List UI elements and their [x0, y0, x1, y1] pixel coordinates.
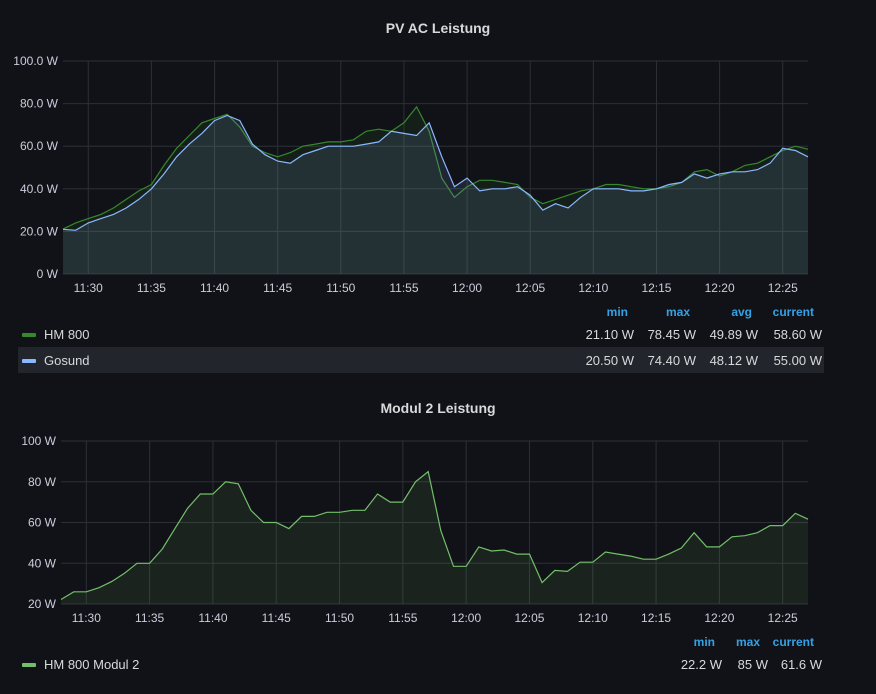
legend-header-current[interactable]: current — [772, 305, 814, 319]
series-color-swatch[interactable] — [22, 333, 36, 337]
x-tick-label: 12:00 — [451, 611, 481, 625]
legend-header-min[interactable]: min — [606, 305, 628, 319]
x-tick-label: 12:25 — [768, 611, 798, 625]
grid — [61, 440, 808, 605]
legend-min-value: 21.10 W — [585, 327, 634, 342]
series-area — [63, 115, 808, 274]
legend-header-current[interactable]: current — [772, 635, 814, 649]
series-line — [62, 114, 809, 231]
y-tick-label: 60.0 W — [20, 139, 59, 153]
x-tick-label: 11:40 — [200, 281, 229, 295]
x-tick-label: 11:55 — [388, 611, 417, 625]
x-tick-label: 11:45 — [262, 611, 291, 625]
legend-min-value: 22.2 W — [680, 657, 722, 672]
legend-row-gosund[interactable]: Gosund 20.50 W 74.40 W 48.12 W 55.00 W — [18, 347, 824, 373]
x-tick-label: 12:05 — [515, 281, 545, 295]
x-tick-label: 12:15 — [641, 281, 671, 295]
x-tick-label: 12:05 — [514, 611, 544, 625]
legend-max-value: 74.40 W — [647, 353, 696, 368]
panel-pv-ac-leistung: PV AC Leistung 0 W 20.0 W 40.0 W 60.0 W 80.0… — [0, 0, 876, 373]
panel-modul-2-leistung: Modul 2 Leistung 20 W 40 W 60 W 80 W 100 W 11… — [0, 390, 876, 694]
x-tick-label: 12:10 — [578, 281, 608, 295]
y-tick-label: 0 W — [37, 267, 59, 281]
x-tick-label: 12:20 — [704, 611, 734, 625]
legend-row-hm800[interactable]: HM 800 21.10 W 78.45 W 49.89 W 58.60 W — [18, 321, 824, 347]
legend-series-name[interactable]: Gosund — [44, 353, 90, 368]
x-tick-label: 11:30 — [72, 611, 101, 625]
series-color-swatch[interactable] — [22, 663, 36, 667]
legend-current-value: 61.6 W — [780, 657, 822, 672]
series-color-swatch[interactable] — [22, 359, 36, 363]
legend-header-max[interactable]: max — [735, 635, 760, 649]
x-tick-label: 11:30 — [74, 281, 103, 295]
y-tick-label: 80.0 W — [20, 97, 59, 111]
legend-avg-value: 48.12 W — [709, 353, 758, 368]
series-area — [63, 106, 808, 275]
x-tick-label: 11:35 — [137, 281, 166, 295]
legend-header-max[interactable]: max — [665, 305, 690, 319]
modul2-chart[interactable]: 20 W 40 W 60 W 80 W 100 W 11:30 11:35 11:40 11:4… — [0, 390, 876, 630]
legend-min-value: 20.50 W — [585, 353, 634, 368]
legend-avg-value: 49.89 W — [709, 327, 758, 342]
x-tick-label: 12:20 — [705, 281, 735, 295]
grid — [63, 60, 808, 275]
series-area — [61, 471, 808, 604]
y-tick-label: 40 W — [28, 556, 57, 570]
legend-current-value: 55.00 W — [773, 353, 822, 368]
y-tick-label: 20.0 W — [20, 224, 59, 238]
x-tick-label: 11:35 — [135, 611, 164, 625]
legend-current-value: 58.60 W — [773, 327, 822, 342]
legend-series-name[interactable]: HM 800 — [44, 327, 90, 342]
x-tick-label: 12:15 — [641, 611, 671, 625]
panel-title[interactable]: Modul 2 Leistung — [380, 400, 496, 416]
y-tick-label: 100.0 W — [13, 54, 58, 68]
legend-max-value: 85 W — [737, 657, 768, 672]
y-tick-label: 60 W — [28, 516, 57, 530]
y-tick-label: 40.0 W — [20, 182, 59, 196]
legend-max-value: 78.45 W — [647, 327, 696, 342]
x-tick-label: 12:00 — [452, 281, 482, 295]
x-tick-label: 12:25 — [768, 281, 798, 295]
x-tick-label: 11:40 — [198, 611, 227, 625]
x-tick-label: 12:10 — [578, 611, 608, 625]
x-tick-label: 11:50 — [326, 281, 355, 295]
panel-title[interactable]: PV AC Leistung — [385, 20, 491, 36]
legend-series-name[interactable]: HM 800 Modul 2 — [44, 657, 140, 672]
x-tick-label: 11:45 — [263, 281, 292, 295]
y-tick-label: 20 W — [28, 597, 57, 611]
legend-header-avg[interactable]: avg — [731, 305, 752, 319]
pv-ac-chart[interactable]: 0 W 20.0 W 40.0 W 60.0 W 80.0 W 100.0 W 11:30 1… — [0, 0, 876, 300]
legend-header-min[interactable]: min — [693, 635, 715, 649]
x-tick-label: 11:55 — [389, 281, 418, 295]
legend-row-hm800-modul2[interactable]: HM 800 Modul 2 22.2 W 85 W 61.6 W — [18, 651, 824, 677]
y-tick-label: 80 W — [28, 475, 57, 489]
x-tick-label: 11:50 — [325, 611, 354, 625]
series-line — [60, 470, 809, 601]
y-tick-label: 100 W — [21, 434, 56, 448]
